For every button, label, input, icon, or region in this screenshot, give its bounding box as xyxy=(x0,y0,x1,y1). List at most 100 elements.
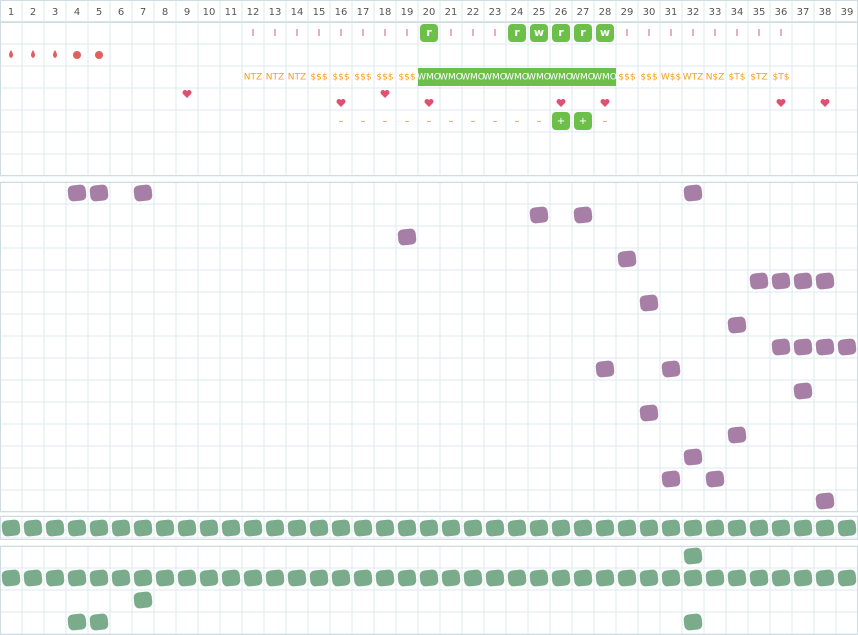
blob xyxy=(177,519,197,537)
blob xyxy=(67,184,87,202)
mark: I xyxy=(406,28,409,39)
blob xyxy=(199,569,219,587)
blob xyxy=(287,519,307,537)
blob xyxy=(815,569,835,587)
column-number: 36 xyxy=(775,7,788,18)
blob xyxy=(111,569,131,587)
blob xyxy=(441,519,461,537)
blob xyxy=(23,519,43,537)
blob xyxy=(617,250,637,268)
code: $$$ xyxy=(310,73,327,83)
mark: r xyxy=(580,26,586,39)
section-border xyxy=(0,182,858,512)
mark: I xyxy=(296,28,299,39)
column-number: 2 xyxy=(30,7,36,18)
blob xyxy=(67,519,87,537)
dash: – xyxy=(405,116,410,127)
mark: r xyxy=(514,26,520,39)
mark: I xyxy=(472,28,475,39)
dash: – xyxy=(515,116,520,127)
blob xyxy=(133,184,153,202)
column-number: 33 xyxy=(709,7,722,18)
blob xyxy=(331,519,351,537)
blob xyxy=(727,569,747,587)
green-tag xyxy=(574,112,592,130)
blob xyxy=(529,569,549,587)
column-number: 30 xyxy=(643,7,656,18)
blob xyxy=(67,613,87,631)
column-number: 15 xyxy=(313,7,326,18)
column-number: 8 xyxy=(162,7,168,18)
column-number: 38 xyxy=(819,7,832,18)
blob xyxy=(771,519,791,537)
heart-icon xyxy=(600,98,610,107)
blob xyxy=(617,519,637,537)
column-number: 24 xyxy=(511,7,524,18)
blob xyxy=(749,272,769,290)
mark: I xyxy=(274,28,277,39)
heart-icon xyxy=(380,90,390,98)
blob xyxy=(683,613,703,631)
blob xyxy=(705,519,725,537)
blob xyxy=(199,519,219,537)
column-number: 17 xyxy=(357,7,370,18)
column-number: 29 xyxy=(621,7,634,18)
column-number: 1 xyxy=(8,7,14,18)
blob xyxy=(793,338,813,356)
blob xyxy=(705,569,725,587)
green-tag xyxy=(440,68,462,86)
heart-icon xyxy=(820,98,830,107)
section-border xyxy=(0,22,858,176)
blob xyxy=(265,569,285,587)
blob xyxy=(485,569,505,587)
code: $$$ xyxy=(332,73,349,83)
blob xyxy=(89,519,109,537)
mark: I xyxy=(340,28,343,39)
column-number: 19 xyxy=(401,7,414,18)
code: $$$ xyxy=(354,73,371,83)
column-number: 34 xyxy=(731,7,744,18)
mark: r xyxy=(426,26,432,39)
blob xyxy=(463,569,483,587)
blob xyxy=(661,569,681,587)
code: WMO xyxy=(593,73,617,83)
green-tag xyxy=(530,24,548,42)
mark: I xyxy=(494,28,497,39)
column-number: 27 xyxy=(577,7,590,18)
column-number: 18 xyxy=(379,7,392,18)
column-number: 6 xyxy=(118,7,124,18)
blob xyxy=(23,569,43,587)
column-number: 26 xyxy=(555,7,568,18)
blob xyxy=(595,569,615,587)
blob xyxy=(221,569,241,587)
column-number: 22 xyxy=(467,7,480,18)
column-number: 31 xyxy=(665,7,678,18)
code: $$$ xyxy=(640,73,657,83)
blob xyxy=(815,272,835,290)
blob xyxy=(177,569,197,587)
mark: I xyxy=(648,28,651,39)
blob xyxy=(1,569,21,587)
code: $$$ xyxy=(618,73,635,83)
blob xyxy=(375,519,395,537)
blob xyxy=(507,569,527,587)
blob xyxy=(397,228,417,246)
heart-icon xyxy=(182,90,192,98)
dash: – xyxy=(449,116,454,127)
code: $T$ xyxy=(773,73,790,83)
mark: I xyxy=(670,28,673,39)
mark: w xyxy=(534,26,544,39)
blob xyxy=(683,448,703,466)
blob xyxy=(573,569,593,587)
dash: – xyxy=(603,116,608,127)
blob xyxy=(419,569,439,587)
blob xyxy=(595,360,615,378)
heart-icon xyxy=(776,99,786,107)
code: WMO xyxy=(571,73,595,83)
code: WMO xyxy=(417,73,441,83)
dash: – xyxy=(339,116,344,127)
heart-icon xyxy=(424,99,434,107)
code: WTZ xyxy=(683,73,704,83)
dash: – xyxy=(493,116,498,127)
blob xyxy=(243,569,263,587)
